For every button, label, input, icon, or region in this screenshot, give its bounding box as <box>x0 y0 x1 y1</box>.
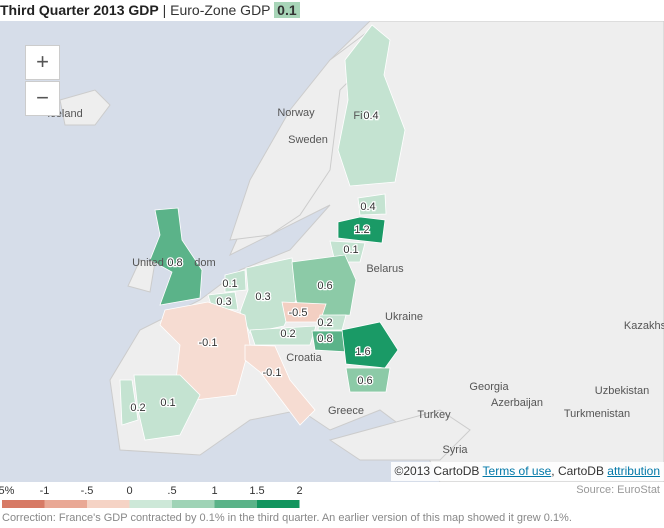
country-region <box>149 207 203 306</box>
euro-zone-value: 0.1 <box>274 2 300 18</box>
place-label: Greece <box>328 405 364 417</box>
place-label: Georgia <box>469 381 509 393</box>
attribution: ©2013 CartoDB Terms of use, CartoDB attr… <box>390 462 664 481</box>
value-label: -0.5 <box>289 307 308 319</box>
value-label: 0.1 <box>222 278 237 290</box>
legend-swatch <box>2 500 45 508</box>
legend-label: -.5 <box>81 485 94 497</box>
country-region <box>337 24 406 187</box>
value-label: 0.3 <box>216 296 231 308</box>
country-region <box>244 344 316 426</box>
place-label: Azerbaijan <box>491 397 543 409</box>
place-label: Sweden <box>288 134 328 146</box>
value-label: 1.6 <box>355 346 370 358</box>
country-region <box>291 254 357 317</box>
value-label: 0.2 <box>130 402 145 414</box>
legend-swatch <box>129 500 172 508</box>
header: Third Quarter 2013 GDP | Euro-Zone GDP 0… <box>0 0 664 20</box>
value-label: 0.4 <box>363 110 378 122</box>
legend-label: .5 <box>167 485 176 497</box>
value-label: 1.2 <box>354 224 369 236</box>
cartodb: CartoDB <box>557 464 604 478</box>
country-region <box>224 269 247 293</box>
land <box>328 409 471 461</box>
subtitle: Euro-Zone GDP <box>170 2 271 18</box>
zoom-out[interactable]: − <box>25 81 60 116</box>
value-label: 0.1 <box>343 244 358 256</box>
value-label: 0.2 <box>317 317 332 329</box>
country-region <box>133 374 201 441</box>
place-label: Fi <box>353 110 362 122</box>
value-label: 0.6 <box>357 375 372 387</box>
place-label: Turkey <box>417 409 451 421</box>
value-labels: 0.4 0.4 1.2 0.1 0.8 0.1 0.3 0.3 0.6 -0.5… <box>129 109 380 416</box>
land <box>127 259 156 293</box>
legend-swatch <box>214 500 257 508</box>
correction: Correction: France's GDP contracted by 0… <box>2 512 572 524</box>
title: Third Quarter 2013 GDP <box>0 2 159 18</box>
zoom-in[interactable]: + <box>25 45 60 80</box>
value-label: 0.6 <box>317 280 332 292</box>
place-labels: Iceland Norway Sweden Fi United dom Bela… <box>47 107 664 456</box>
legend-label: 1.5 <box>249 485 264 497</box>
value-label: 0.8 <box>167 257 182 269</box>
country-region <box>341 321 399 369</box>
place-label: Uzbekistan <box>595 385 649 397</box>
legend: -1.5% -1 -.5 0 .5 1 1.5 2 <box>0 485 303 508</box>
legend-label: 0 <box>126 485 132 497</box>
country-region <box>159 301 251 401</box>
country-region <box>357 193 387 216</box>
attribution-link[interactable]: attribution <box>607 464 660 478</box>
legend-swatch <box>172 500 215 508</box>
legend-label: 2 <box>296 485 302 497</box>
value-label: -0.1 <box>263 367 282 379</box>
source: Source: EuroStat <box>576 484 660 496</box>
place-label: Kazakhs <box>624 320 664 332</box>
value-label: 0.1 <box>160 397 175 409</box>
value-label: 0.8 <box>317 333 332 345</box>
map: Iceland Norway Sweden Fi United dom Bela… <box>0 21 664 482</box>
value-label: 0.2 <box>280 328 295 340</box>
place-label: United <box>132 257 164 269</box>
place-label: Croatia <box>286 352 322 364</box>
legend-label: -1.5% <box>0 485 15 497</box>
land <box>59 89 111 126</box>
country-region <box>249 325 317 346</box>
legend-swatch <box>44 500 87 508</box>
copyright: ©2013 CartoDB <box>394 464 480 478</box>
legend-label: -1 <box>40 485 50 497</box>
land <box>109 21 664 482</box>
separator: | <box>162 2 167 18</box>
legend-swatch <box>87 500 130 508</box>
legend-label: 1 <box>211 485 217 497</box>
place-label: Syria <box>442 444 468 456</box>
country-region <box>345 367 391 393</box>
place-label: Belarus <box>366 263 404 275</box>
legend-swatch <box>257 500 300 508</box>
place-label: Turkmenistan <box>564 408 630 420</box>
country-region <box>119 379 139 426</box>
comma: , <box>551 464 555 478</box>
value-label: 0.3 <box>255 291 270 303</box>
value-label: 0.4 <box>360 201 375 213</box>
value-label: -0.1 <box>199 337 218 349</box>
country-region <box>337 216 386 244</box>
place-label: Ukraine <box>385 311 423 323</box>
terms-link[interactable]: Terms of use <box>482 464 552 478</box>
place-label: Norway <box>277 107 315 119</box>
place-label: dom <box>194 257 215 269</box>
